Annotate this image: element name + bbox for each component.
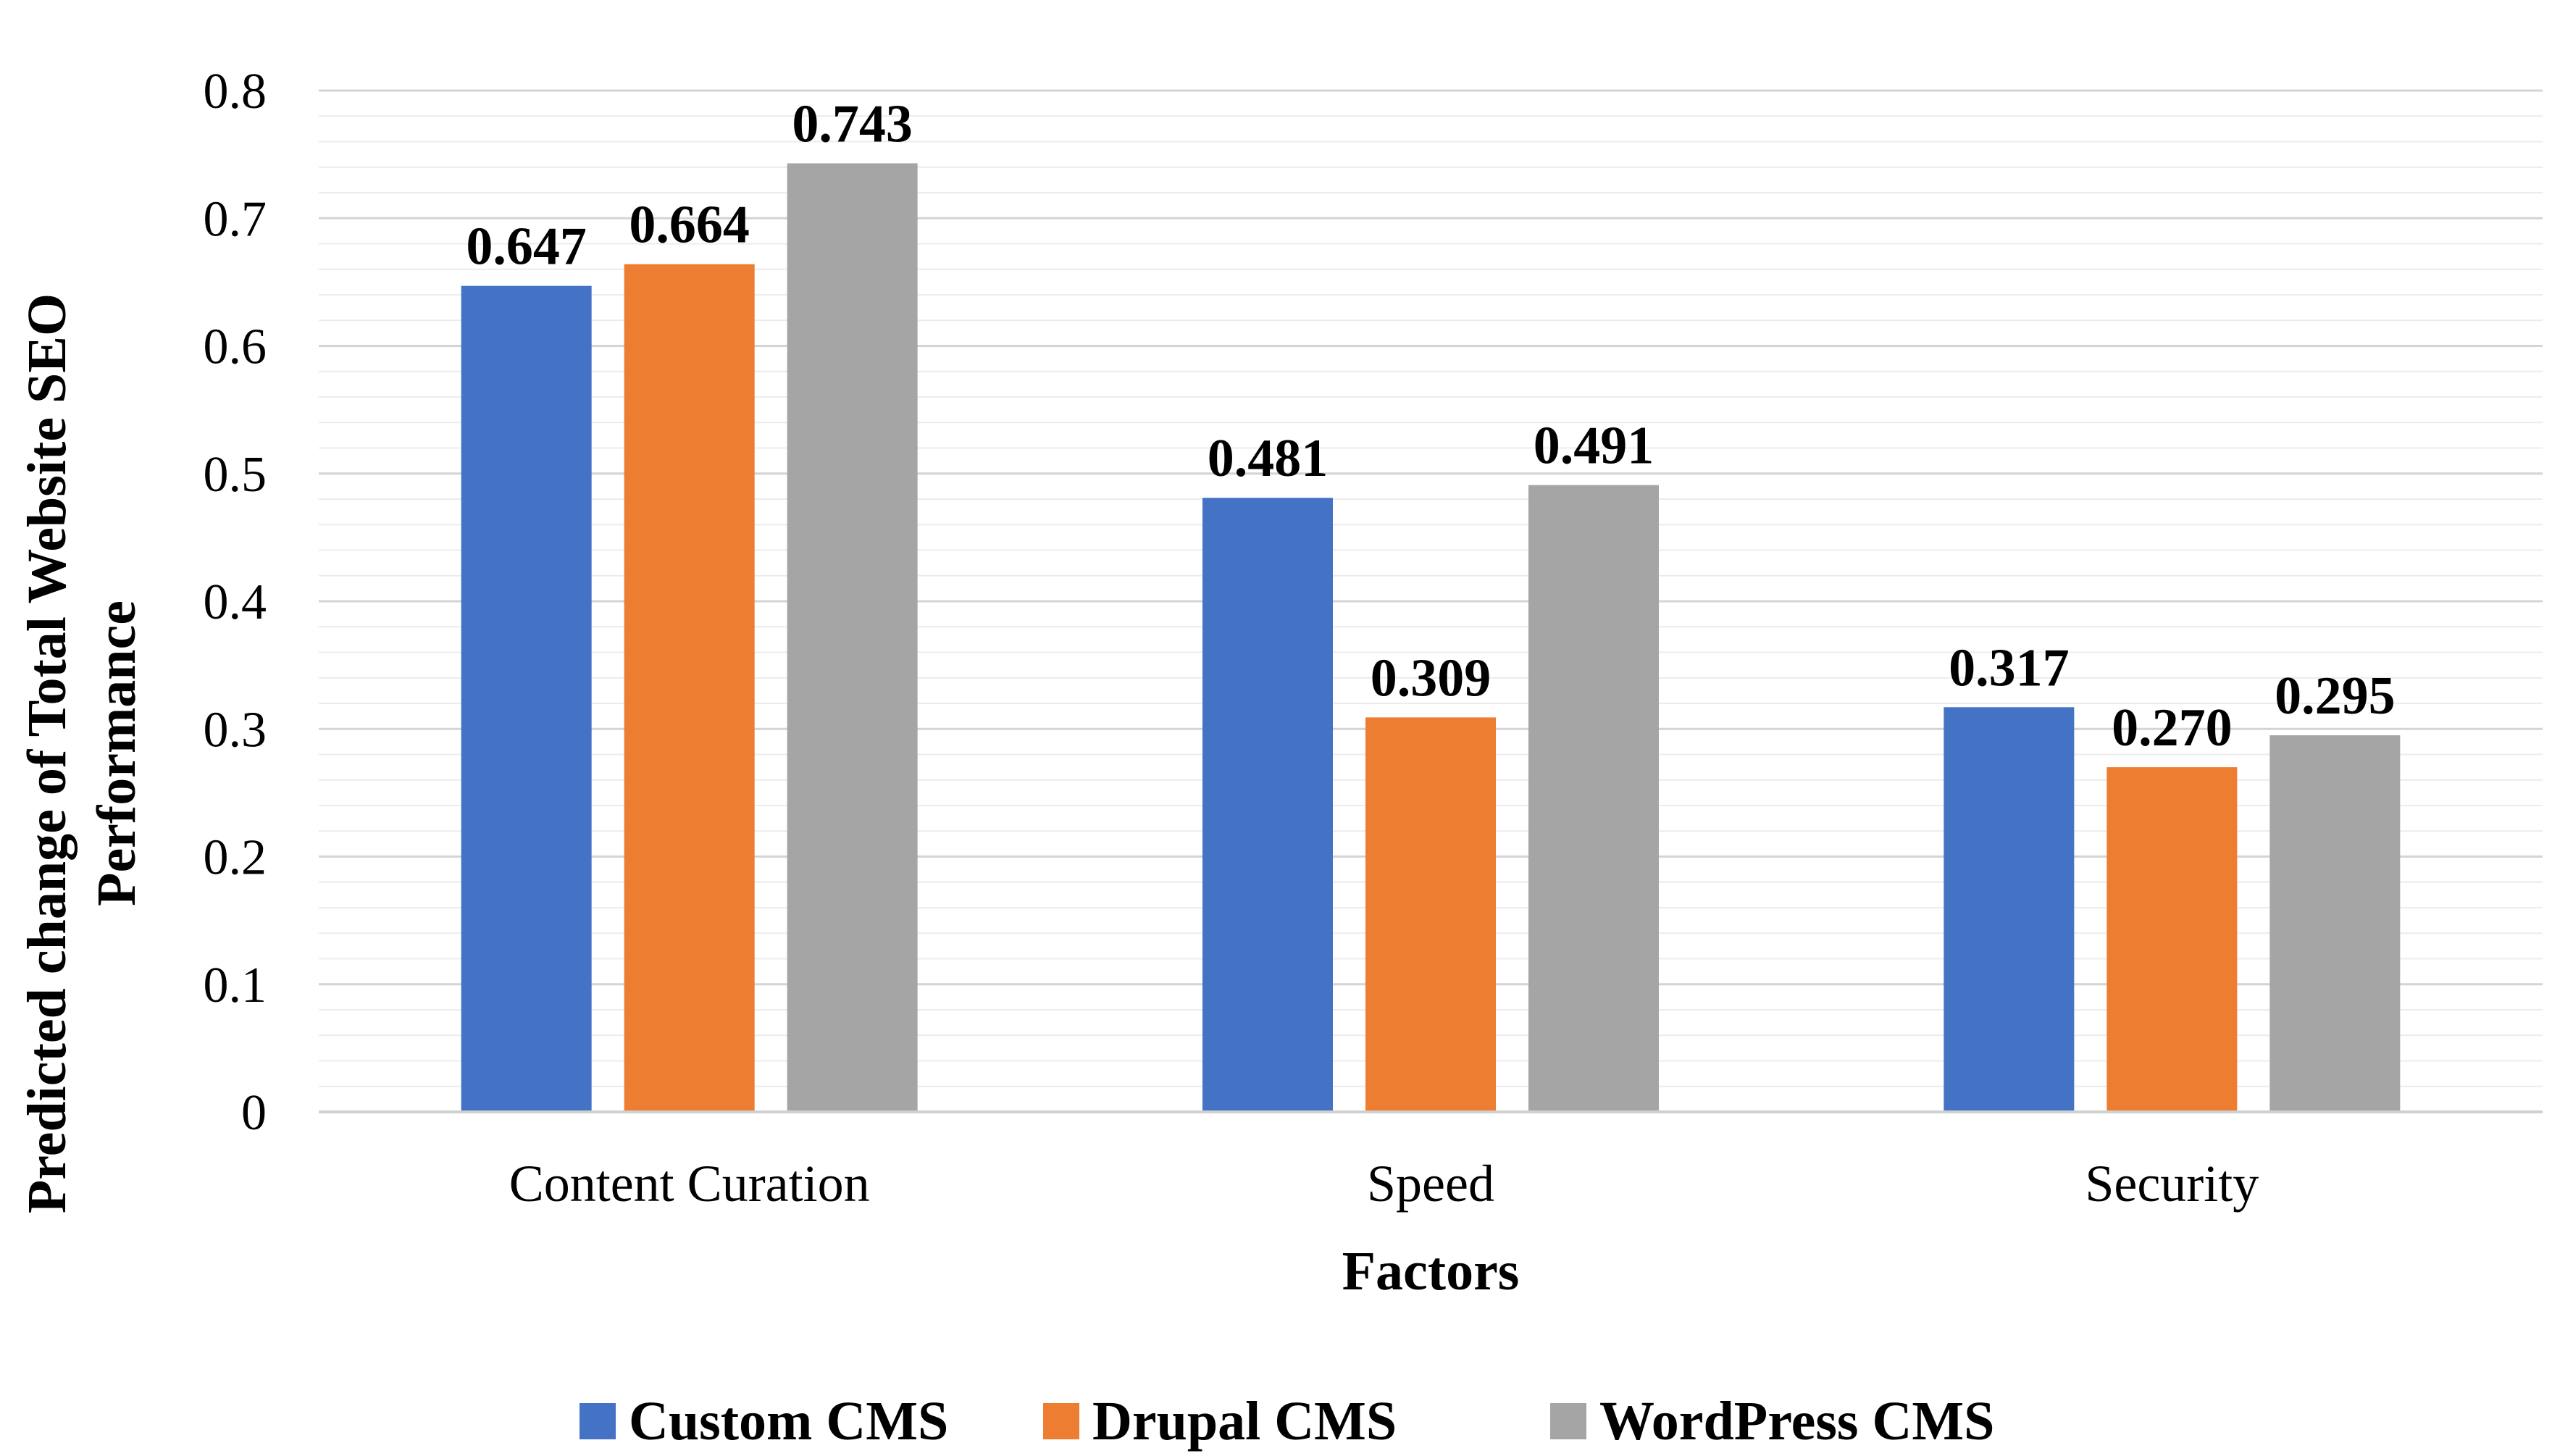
x-tick-labels: Content Curation Speed Security	[509, 1155, 2259, 1213]
bar	[1944, 707, 2075, 1112]
data-label: 0.743	[792, 94, 913, 154]
legend-label: WordPress CMS	[1599, 1391, 1994, 1452]
y-axis-title: Predicted change of Total Website SEO Pe…	[17, 293, 147, 1213]
legend-swatch	[1550, 1403, 1586, 1439]
category-label: Security	[2085, 1155, 2259, 1213]
bar	[1528, 485, 1659, 1112]
y-tick-label: 0.5	[204, 447, 267, 503]
legend-label: Custom CMS	[629, 1391, 948, 1452]
y-tick-label: 0.4	[204, 574, 267, 630]
bar	[2107, 767, 2238, 1112]
y-tick-label: 0.1	[204, 958, 267, 1013]
bar	[1202, 498, 1333, 1112]
data-label: 0.664	[629, 196, 750, 255]
data-label: 0.647	[466, 217, 587, 277]
bar	[624, 264, 755, 1113]
y-tick-labels: 0 0.1 0.2 0.3 0.4 0.5 0.6 0.7 0.8	[204, 64, 267, 1141]
legend: Custom CMS Drupal CMS WordPress CMS	[580, 1391, 1994, 1452]
legend-swatch	[580, 1403, 616, 1439]
category-label: Speed	[1367, 1155, 1494, 1213]
data-label: 0.309	[1371, 648, 1492, 708]
legend-swatch	[1043, 1403, 1079, 1439]
data-label: 0.317	[1949, 638, 2070, 698]
y-tick-label: 0.6	[204, 319, 267, 375]
bar	[787, 163, 918, 1112]
x-axis-title: Factors	[1342, 1241, 1520, 1302]
y-tick-label: 0	[241, 1085, 267, 1141]
bars	[461, 163, 2401, 1113]
data-label: 0.295	[2275, 666, 2396, 726]
y-axis-title-line-1: Predicted change of Total Website SEO	[17, 293, 78, 1213]
y-tick-label: 0.7	[204, 191, 267, 247]
y-axis-title-line-2: Performance	[86, 601, 147, 906]
y-tick-label: 0.2	[204, 830, 267, 886]
legend-label: Drupal CMS	[1092, 1391, 1397, 1452]
data-label: 0.481	[1208, 429, 1329, 488]
data-label: 0.491	[1534, 417, 1654, 476]
category-label: Content Curation	[509, 1155, 870, 1213]
data-labels: 0.647 0.664 0.743 0.481 0.309 0.491 0.317 0.270…	[466, 94, 2395, 758]
bar	[1365, 717, 1496, 1112]
y-tick-label: 0.3	[204, 702, 267, 758]
bar	[2269, 735, 2401, 1112]
bar	[461, 285, 592, 1113]
data-label: 0.270	[2112, 698, 2233, 758]
y-tick-label: 0.8	[204, 64, 267, 120]
